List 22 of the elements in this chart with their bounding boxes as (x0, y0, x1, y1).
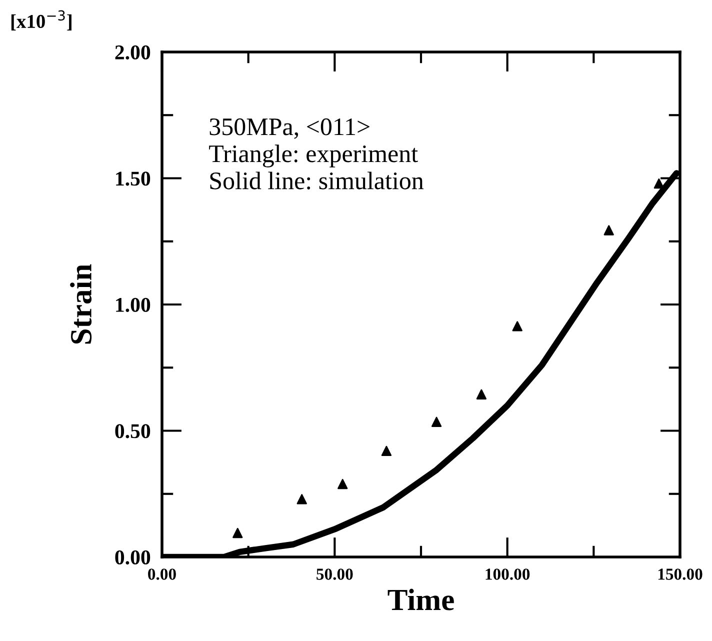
annotation: 350MPa, <011> Triangle: experiment Solid line: simulation (209, 118, 424, 190)
y-tick-label: 1.00 (116, 298, 150, 312)
point (512, 321, 522, 332)
x-axis-title: Time (388, 588, 454, 610)
y-tick-label: 0.00 (115, 550, 150, 565)
y-axis-title: Strain (70, 264, 92, 344)
x-tick-label: 100.00 (486, 568, 530, 580)
point (604, 225, 614, 236)
y-tick-label: 2.00 (115, 45, 150, 60)
y-tick-label: 0.50 (115, 424, 150, 438)
text: [x10$^{−3}$] (11, 10, 72, 30)
x-tick-label: 0.00 (148, 568, 176, 580)
x-tick-label: 50.00 (316, 568, 353, 580)
point (381, 446, 392, 456)
point (296, 494, 307, 504)
point (654, 178, 664, 189)
point (338, 478, 348, 490)
x-tick-label: 150.00 (658, 568, 702, 580)
point (232, 528, 243, 538)
y-tick-label: 1.50 (116, 172, 150, 186)
point (476, 389, 487, 400)
point (431, 416, 442, 427)
